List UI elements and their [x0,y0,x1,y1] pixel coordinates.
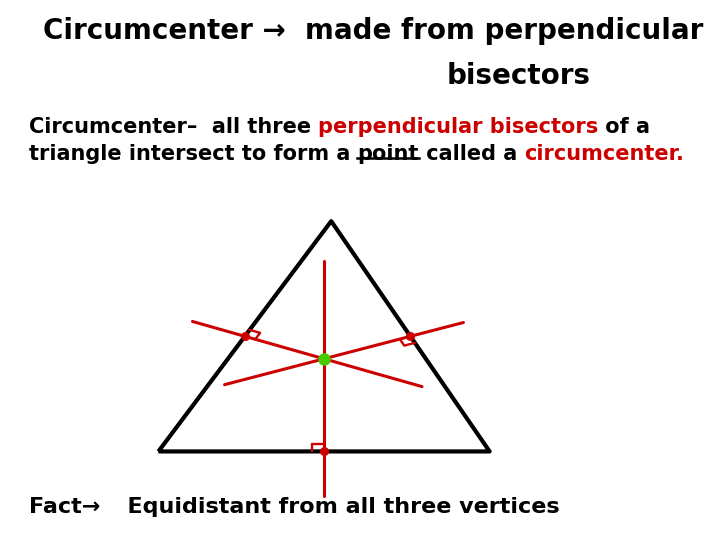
Text: Equidistant from all three vertices: Equidistant from all three vertices [112,497,559,517]
Text: perpendicular bisectors: perpendicular bisectors [318,117,598,137]
Text: bisectors: bisectors [446,62,590,90]
Text: Circumcenter →  made from perpendicular: Circumcenter → made from perpendicular [43,17,703,45]
Text: point: point [357,144,419,164]
Text: Fact→: Fact→ [29,497,100,517]
Text: of a: of a [598,117,650,137]
Text: called a: called a [419,144,524,164]
Text: circumcenter.: circumcenter. [524,144,684,164]
Text: Circumcenter–  all three: Circumcenter– all three [29,117,318,137]
Text: triangle intersect to form a: triangle intersect to form a [29,144,357,164]
